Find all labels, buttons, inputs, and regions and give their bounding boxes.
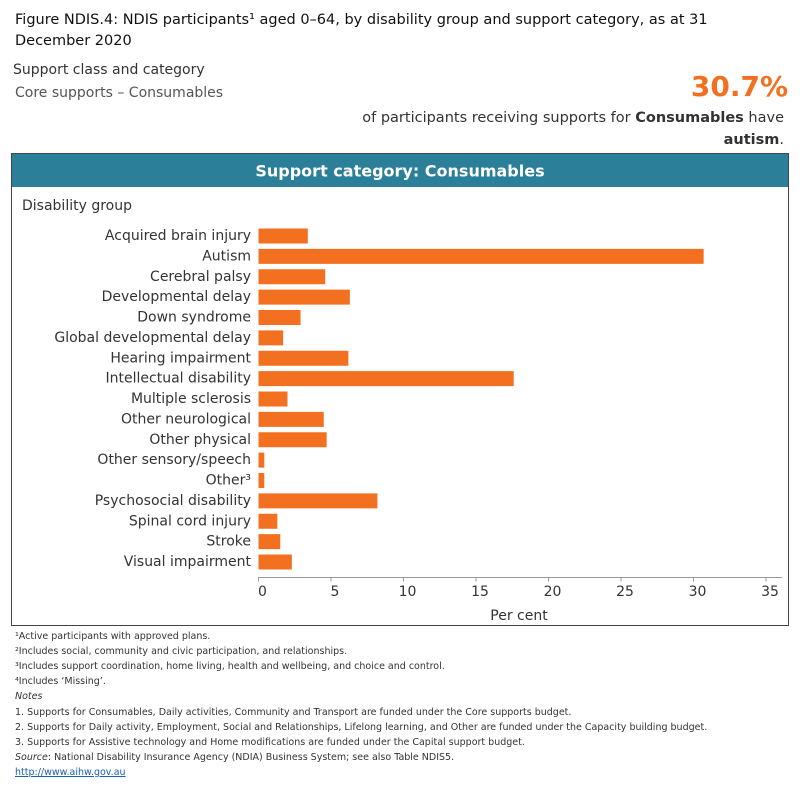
bar	[258, 350, 349, 366]
footnote: ⁴Includes ‘Missing’.	[15, 676, 106, 687]
bar	[258, 330, 284, 346]
y-tick-label: Intellectual disability	[106, 371, 251, 387]
bar	[258, 473, 265, 488]
bar	[258, 391, 288, 407]
y-tick-label: Spinal cord injury	[129, 513, 251, 529]
text: have	[743, 110, 784, 126]
footnote: ³Includes support coordination, home liv…	[15, 661, 445, 672]
highlight-number: 30.7%	[690, 70, 788, 103]
y-tick-label: Other physical	[149, 432, 251, 448]
figure-title: Figure NDIS.4: NDIS participants¹ aged 0…	[15, 12, 708, 49]
y-tick-label: Developmental delay	[102, 289, 251, 305]
text-bold: Consumables	[635, 110, 744, 126]
bar	[258, 228, 308, 244]
y-tick-label: Stroke	[206, 534, 251, 550]
bar	[258, 411, 324, 427]
text: of participants receiving supports for	[362, 110, 636, 126]
footnote: ¹Active participants with approved plans…	[15, 631, 211, 642]
bar	[258, 248, 704, 264]
x-tick-label: 35	[761, 584, 779, 600]
source-label: Source	[15, 752, 48, 763]
bar	[258, 554, 292, 570]
y-tick-label: Other neurological	[121, 411, 251, 427]
note: 3. Supports for Assistive technology and…	[15, 737, 525, 748]
x-tick-label: 25	[616, 584, 634, 600]
x-tick-label: 10	[399, 584, 417, 600]
bar	[258, 513, 278, 529]
bar	[258, 371, 514, 387]
y-tick-label: Multiple sclerosis	[131, 391, 251, 407]
x-tick-label: 0	[258, 584, 267, 600]
chart-frame	[11, 153, 789, 626]
footnote: ²Includes social, community and civic pa…	[15, 646, 348, 657]
y-axis-title: Disability group	[22, 198, 132, 214]
note: 1. Supports for Consumables, Daily activ…	[15, 707, 572, 718]
y-tick-label: Down syndrome	[137, 310, 251, 326]
bar	[258, 452, 265, 468]
y-tick-label: Cerebral palsy	[150, 269, 251, 285]
text: .	[779, 132, 784, 148]
y-tick-label: Acquired brain injury	[105, 228, 251, 244]
x-tick-label: 30	[689, 584, 707, 600]
bar	[258, 269, 326, 285]
x-tick-label: 15	[471, 584, 489, 600]
selector-value[interactable]: Core supports – Consumables	[15, 85, 224, 101]
y-tick-label: Global developmental delay	[54, 330, 251, 346]
selector-label: Support class and category	[13, 62, 205, 78]
x-tick-label: 5	[331, 584, 340, 600]
x-tick-label: 20	[544, 584, 562, 600]
y-tick-label: Psychosocial disability	[95, 493, 251, 509]
note: 2. Supports for Daily activity, Employme…	[15, 722, 708, 733]
bar	[258, 432, 327, 448]
notes-heading: Notes	[15, 691, 43, 702]
y-tick-label: Autism	[202, 248, 251, 264]
bar	[258, 289, 350, 305]
bar	[258, 493, 378, 509]
source: Source: National Disability Insurance Ag…	[15, 752, 454, 763]
text-bold: autism	[723, 132, 780, 148]
y-tick-label: Other³	[206, 473, 251, 489]
y-tick-label: Visual impairment	[124, 554, 252, 570]
source-text: : National Disability Insurance Agency (…	[47, 752, 455, 763]
chart-header	[12, 154, 788, 187]
bar	[258, 534, 281, 550]
bar	[258, 310, 301, 325]
y-tick-label: Hearing impairment	[110, 350, 251, 366]
link[interactable]: http://www.aihw.gov.au	[15, 767, 126, 778]
highlight-text: of participants receiving supports for C…	[362, 107, 784, 151]
chart-title: Support category: Consumables	[255, 162, 544, 181]
x-axis-title: Per cent	[490, 608, 548, 624]
y-tick-label: Other sensory/speech	[97, 452, 251, 468]
